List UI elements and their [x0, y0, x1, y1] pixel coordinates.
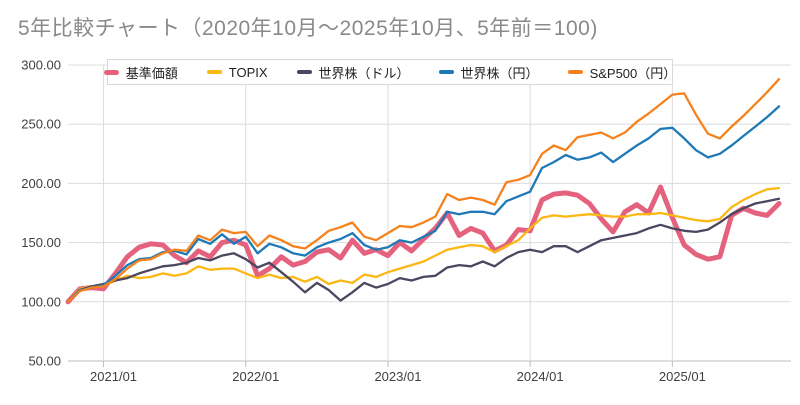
series-line-世界株（ドル） — [66, 197, 781, 303]
x-axis-label: 2023/01 — [374, 369, 421, 384]
legend-label: S&P500（円） — [589, 65, 677, 81]
x-axis-label: 2024/01 — [517, 369, 564, 384]
legend-swatch-icon — [206, 70, 222, 74]
x-axis-label: 2022/01 — [232, 369, 279, 384]
legend-item-topix: TOPIX — [206, 64, 268, 80]
y-axis-label: 100.00 — [21, 294, 61, 309]
legend-item-sp500-jpy: S&P500（円） — [567, 63, 677, 82]
series-line-S&P500（円） — [66, 78, 781, 303]
y-axis-label: 300.00 — [21, 58, 61, 73]
x-axis-label: 2025/01 — [659, 369, 706, 384]
legend-swatch-icon — [296, 70, 312, 74]
series-line-世界株（円） — [66, 105, 781, 303]
legend-item-world-stock-jpy: 世界株（円） — [438, 63, 539, 82]
series-line-TOPIX — [66, 186, 781, 303]
y-axis-label: 150.00 — [21, 235, 61, 250]
chart-legend: 基準価額 TOPIX 世界株（ドル） 世界株（円） S&P500（円） — [103, 59, 676, 85]
legend-label: 世界株（円） — [460, 65, 539, 81]
legend-item-world-stock-usd: 世界株（ドル） — [296, 63, 410, 82]
legend-item-kijun-kagaku: 基準価額 — [103, 63, 178, 82]
x-axis-label: 2021/01 — [90, 369, 137, 384]
legend-label: 基準価額 — [125, 65, 178, 81]
chart-title: 5年比較チャート（2020年10月〜2025年10月、5年前＝100) — [18, 17, 598, 40]
y-axis-label: 50.00 — [28, 354, 61, 369]
legend-swatch-icon — [103, 69, 119, 75]
y-axis-label: 250.00 — [21, 117, 61, 132]
y-axis-label: 200.00 — [21, 176, 61, 191]
legend-swatch-icon — [567, 70, 583, 74]
legend-swatch-icon — [438, 70, 454, 74]
legend-label: TOPIX — [228, 64, 268, 80]
legend-label: 世界株（ドル） — [318, 65, 410, 81]
